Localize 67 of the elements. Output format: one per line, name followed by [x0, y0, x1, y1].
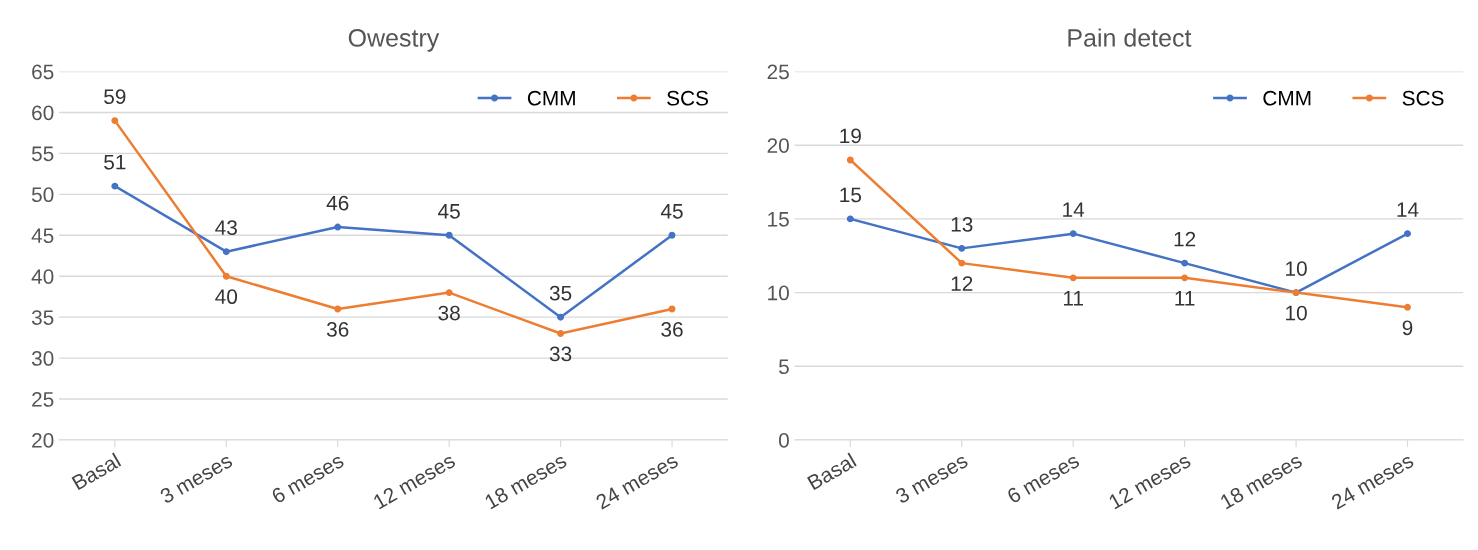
y-tick-label: 60	[32, 105, 54, 121]
data-label: 10	[1286, 261, 1307, 276]
point	[334, 305, 342, 313]
data-label: 40	[215, 289, 238, 305]
chart-title: Pain detect	[1068, 28, 1192, 47]
y-tick-label: 20	[767, 138, 789, 153]
data-label: 45	[660, 204, 683, 219]
point	[334, 223, 342, 231]
y-tick-label: 25	[767, 64, 789, 80]
point	[445, 231, 453, 239]
data-label: 15	[840, 187, 862, 203]
y-tick-label: 65	[32, 64, 54, 80]
data-label: 19	[840, 128, 861, 144]
y-tick-label: 25	[32, 392, 54, 407]
legend-label: CMM	[527, 90, 575, 106]
point	[846, 215, 854, 223]
point	[111, 117, 119, 125]
y-tick-label: 20	[32, 433, 54, 448]
point	[958, 244, 966, 252]
y-tick-label: 30	[31, 351, 54, 366]
y-tick-label: 5	[778, 359, 789, 375]
point	[1181, 259, 1189, 267]
data-label: 13	[951, 217, 973, 232]
point	[557, 313, 565, 321]
point	[1069, 274, 1077, 282]
y-tick-label: 15	[768, 212, 789, 227]
point	[1404, 303, 1411, 311]
legend-label: CMM	[1263, 90, 1311, 106]
y-tick-label: 50	[31, 187, 54, 203]
data-label: 59	[104, 89, 126, 105]
legend-label: SCS	[667, 90, 709, 106]
data-label: 14	[1063, 202, 1085, 217]
point	[1181, 274, 1189, 282]
point	[445, 289, 453, 297]
data-label: 11	[1175, 291, 1195, 306]
data-label: 14	[1397, 202, 1419, 217]
point	[222, 272, 230, 280]
data-label: 36	[326, 322, 349, 337]
y-tick-label: 55	[31, 146, 54, 162]
data-label: 46	[326, 195, 349, 211]
data-label: 12	[1174, 231, 1196, 247]
point	[668, 231, 676, 239]
point	[958, 259, 966, 267]
point	[557, 330, 565, 338]
data-label: 10	[1286, 305, 1307, 321]
legend-label: SCS	[1402, 90, 1444, 106]
point	[111, 182, 119, 190]
point	[1404, 230, 1411, 238]
data-label: 11	[1063, 291, 1083, 306]
data-label: 38	[438, 305, 460, 321]
point	[222, 248, 230, 256]
data-label: 9	[1402, 320, 1413, 336]
chart-title: Owestry	[348, 29, 440, 52]
data-label: 12	[951, 276, 973, 291]
data-label: 33	[549, 346, 572, 362]
y-tick-label: 35	[31, 310, 54, 325]
y-tick-label: 45	[31, 228, 54, 244]
data-label: 36	[661, 322, 683, 337]
data-label: 43	[215, 220, 237, 236]
data-label: 51	[104, 154, 126, 170]
data-label: 35	[549, 285, 572, 301]
y-tick-label: 40	[31, 269, 54, 284]
y-tick-label: 10	[768, 285, 789, 301]
data-label: 45	[438, 204, 460, 219]
point	[846, 156, 854, 164]
point	[1069, 230, 1077, 238]
y-tick-label: 0	[778, 433, 789, 448]
